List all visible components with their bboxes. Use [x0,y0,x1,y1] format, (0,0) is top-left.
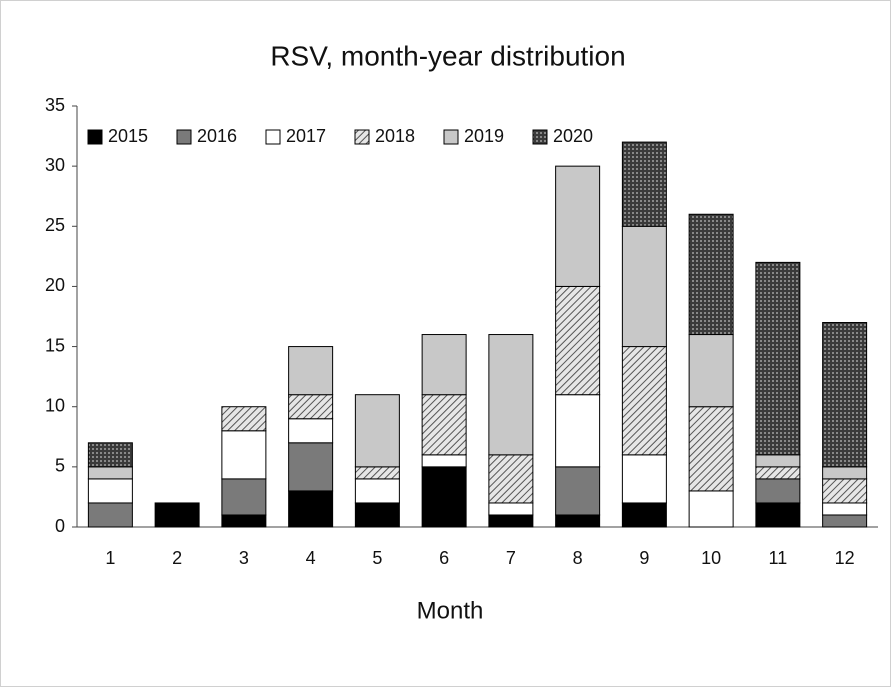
x-tick-label: 11 [769,548,788,568]
bar-segment [621,225,667,348]
bar-segment [755,454,801,468]
bar-segment [354,466,400,480]
bar-segment [822,514,868,528]
bar-segment [288,490,334,528]
bar-segment [354,478,400,504]
bar-segment [822,466,868,480]
legend-label: 2019 [464,126,504,146]
legend-label: 2018 [375,126,415,146]
bar-segment [488,514,534,528]
bar-segment [621,141,667,227]
legend-swatch [265,129,281,145]
legend-label: 2015 [108,126,148,146]
x-tick-label: 7 [506,548,516,568]
chart-title: RSV, month-year distribution [270,40,625,71]
bar-segment [154,502,200,528]
bar-segment [822,322,868,468]
bar-segment [87,502,133,528]
y-tick-label: 25 [45,215,65,235]
bar-segment [354,502,400,528]
bar-segment [621,502,667,528]
bar-segment [221,478,267,516]
x-tick-label: 12 [835,548,855,568]
bar-segment [555,165,601,287]
x-tick-label: 3 [239,548,249,568]
x-tick-label: 9 [639,548,649,568]
bar-segment [354,394,400,468]
bar-segment [755,466,801,480]
x-tick-label: 5 [372,548,382,568]
bar-segment [755,261,801,456]
bar-segment [87,442,133,468]
bar-segment [555,514,601,528]
legend-swatch [87,129,103,145]
bar-segment [421,394,467,456]
bar-segment [488,502,534,516]
legend-swatch [176,129,192,145]
x-tick-label: 6 [439,548,449,568]
bar-segment [288,418,334,444]
x-tick-label: 8 [573,548,583,568]
x-tick-label: 10 [701,548,721,568]
bar-segment [421,466,467,528]
bar-segment [555,466,601,516]
bar-segment [621,454,667,504]
y-tick-label: 5 [55,456,65,476]
y-tick-label: 10 [45,395,65,415]
x-tick-label: 4 [306,548,316,568]
legend-label: 2017 [286,126,326,146]
bar-segment [87,466,133,480]
legend-label: 2020 [553,126,593,146]
bar-segment [221,406,267,432]
bar-segment [755,502,801,528]
bar-segment [288,394,334,420]
y-tick-label: 15 [45,335,65,355]
legend-label: 2016 [197,126,237,146]
bar-segment [488,334,534,456]
bar-segment [688,213,734,336]
bar-segment [822,478,868,504]
y-tick-label: 0 [55,516,65,536]
bar-segment [421,334,467,396]
bar-segment [688,406,734,492]
legend-swatch [532,129,548,145]
bar-segment [288,442,334,492]
bar-segment [87,478,133,504]
y-tick-label: 35 [45,95,65,115]
bar-segment [688,334,734,408]
y-tick-label: 30 [45,155,65,175]
bar-segment [221,514,267,528]
bar-segment [221,430,267,480]
x-tick-label: 2 [172,548,182,568]
bar-segment [755,478,801,504]
x-axis-label: Month [417,597,484,624]
legend-swatch [443,129,459,145]
bar-segment [488,454,534,504]
y-tick-label: 20 [45,275,65,295]
bar-segment [621,346,667,456]
bar-segment [555,394,601,468]
bar-segment [555,285,601,396]
x-tick-label: 1 [105,548,115,568]
bar-segment [822,502,868,516]
bar-segment [288,346,334,396]
legend-swatch [354,129,370,145]
bar-segment [421,454,467,468]
bar-segment [688,490,734,528]
